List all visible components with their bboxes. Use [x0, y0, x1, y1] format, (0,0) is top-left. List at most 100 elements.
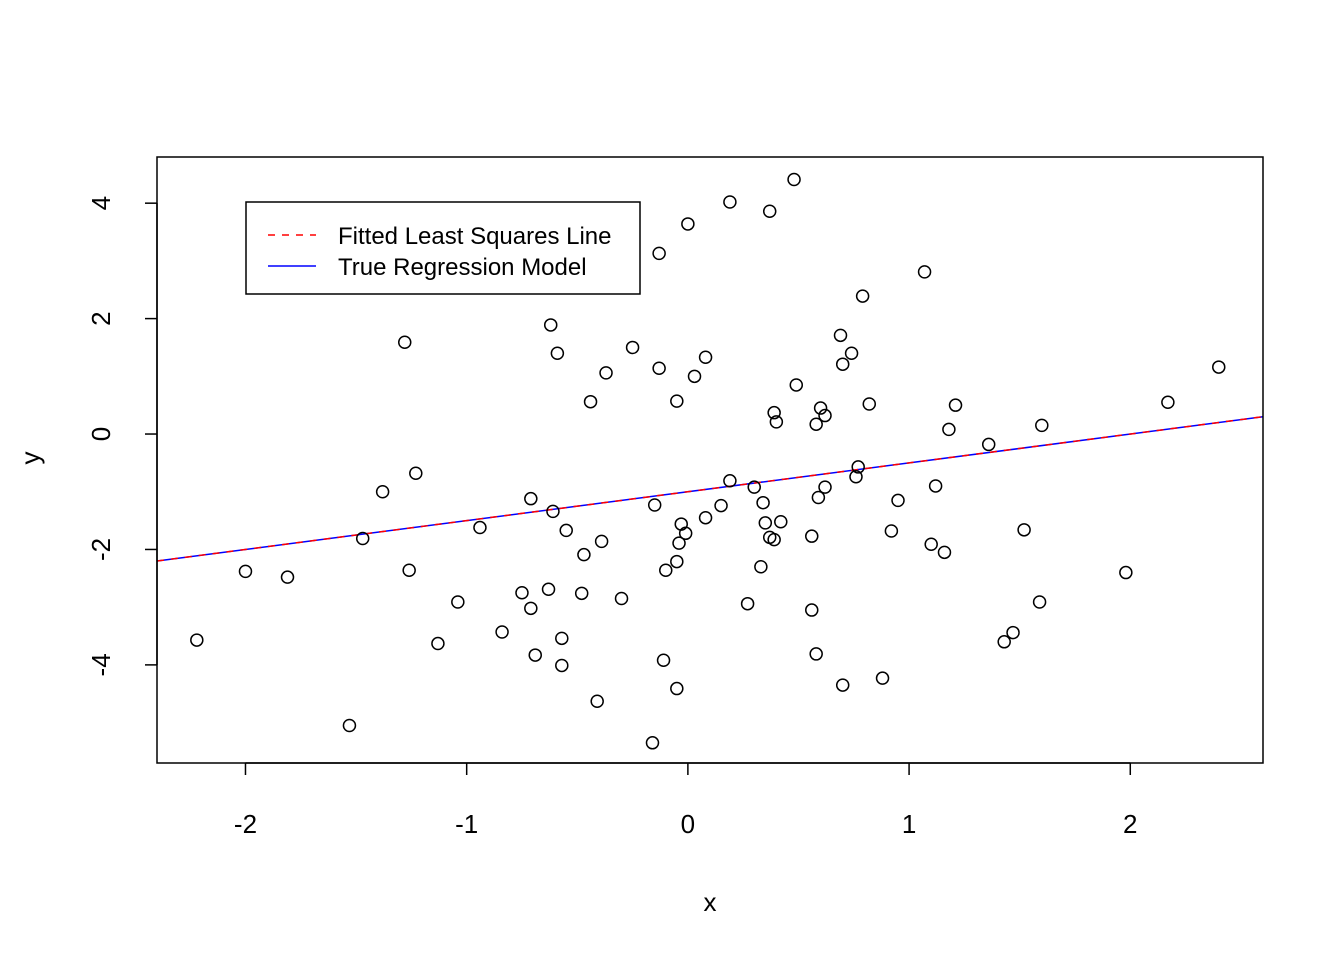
y-tick-label: 0 [86, 427, 116, 441]
data-point [190, 633, 204, 647]
data-point [541, 582, 556, 597]
true-regression-line [157, 415, 1263, 562]
data-point [647, 498, 662, 512]
data-point [917, 265, 932, 279]
data-point [342, 718, 357, 733]
data-point [1161, 395, 1175, 410]
data-point [473, 520, 487, 535]
data-point [574, 586, 589, 601]
data-point [937, 545, 952, 560]
data-point [928, 479, 943, 493]
data-point [740, 596, 755, 611]
data-point [280, 570, 295, 584]
data-point [948, 398, 963, 412]
data-point [698, 350, 713, 365]
data-point [524, 491, 538, 506]
data-point [891, 493, 905, 508]
data-point [723, 474, 737, 488]
data-point [431, 636, 445, 651]
data-point [851, 460, 865, 474]
data-point [758, 516, 773, 530]
data-point [397, 335, 412, 350]
data-point [355, 531, 370, 546]
data-point [1032, 595, 1047, 609]
data-point [805, 529, 819, 543]
data-point [652, 246, 666, 261]
data-point [767, 405, 781, 420]
y-axis-label: y [15, 452, 45, 465]
x-tick-label: -1 [455, 809, 478, 839]
data-point [559, 523, 573, 538]
data-point [546, 504, 560, 519]
data-point [942, 422, 956, 437]
data-point [809, 417, 823, 431]
data-point [1035, 418, 1049, 433]
data-point [747, 480, 761, 494]
data-point [238, 564, 253, 579]
data-point [835, 357, 850, 371]
data-point [805, 603, 819, 617]
data-point [409, 466, 423, 481]
data-point [670, 554, 684, 569]
data-point [774, 515, 788, 529]
x-tick-label: 0 [681, 809, 695, 839]
legend-fitted-label: Fitted Least Squares Line [338, 223, 612, 250]
y-tick-label: 2 [86, 311, 116, 325]
x-tick-label: 1 [902, 809, 916, 839]
data-point [844, 346, 859, 360]
data-point [698, 510, 713, 525]
data-point [1119, 565, 1133, 580]
data-point [862, 397, 877, 411]
data-point [849, 469, 863, 484]
y-tick-label: -4 [86, 653, 116, 676]
data-point [614, 591, 629, 606]
data-point [670, 681, 684, 696]
data-point [599, 366, 613, 380]
data-point [375, 484, 390, 499]
data-point [652, 361, 666, 375]
data-point [543, 318, 558, 332]
data-point [756, 495, 770, 510]
y-tick-label: 4 [86, 196, 116, 210]
data-point [656, 653, 671, 668]
data-point [678, 526, 693, 541]
data-point [687, 369, 702, 384]
x-axis-label: x [704, 887, 717, 917]
data-point [811, 490, 826, 505]
data-point [809, 647, 823, 661]
data-point [875, 671, 890, 685]
data-point [762, 204, 777, 219]
data-point [590, 694, 604, 708]
data-point [767, 532, 781, 547]
data-point [625, 340, 640, 355]
data-point [769, 415, 784, 429]
data-point [924, 537, 938, 552]
data-point [495, 625, 509, 639]
data-point [818, 480, 832, 494]
x-tick-label: 2 [1123, 809, 1137, 839]
x-axis: -2 -1 0 1 2 [234, 762, 1138, 839]
data-point [515, 585, 529, 600]
data-point [402, 563, 416, 577]
legend-true-label: True Regression Model [338, 254, 587, 281]
data-point [1006, 625, 1020, 640]
data-point [855, 289, 870, 303]
legend: Fitted Least Squares Line True Regressio… [245, 201, 641, 295]
data-point [528, 648, 543, 662]
data-point [659, 563, 673, 577]
data-point [577, 547, 591, 562]
data-point [1212, 360, 1226, 374]
data-point [1017, 523, 1031, 537]
data-point [714, 498, 728, 513]
data-point [555, 658, 569, 673]
data-point [884, 524, 899, 538]
data-point [645, 736, 660, 750]
legend-box [245, 201, 641, 295]
y-tick-label: -2 [86, 538, 116, 561]
data-point [981, 437, 996, 452]
data-point [555, 631, 569, 646]
data-point [583, 394, 598, 409]
data-point [813, 401, 828, 415]
data-point [835, 678, 850, 692]
